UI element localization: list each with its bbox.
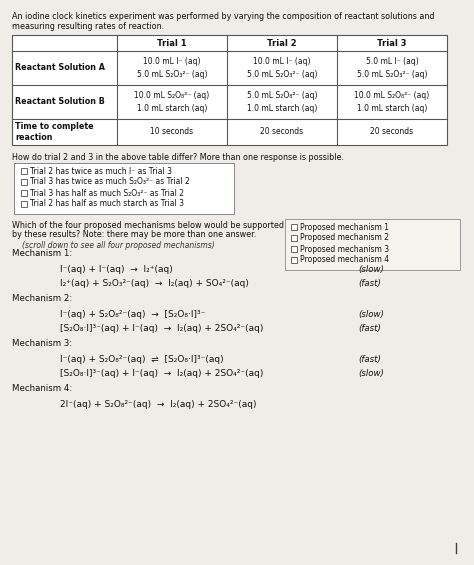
- Bar: [14, 163, 234, 214]
- Text: Mechanism 4:: Mechanism 4:: [12, 384, 72, 393]
- Text: (slow): (slow): [358, 310, 384, 319]
- Bar: [21, 168, 27, 174]
- Text: (fast): (fast): [358, 279, 381, 288]
- Bar: [291, 224, 297, 230]
- Text: 10.0 mL S₂O₈²⁻ (aq)
1.0 mL starch (aq): 10.0 mL S₂O₈²⁻ (aq) 1.0 mL starch (aq): [134, 92, 210, 112]
- Text: 2I⁻(aq) + S₂O₈²⁻(aq)  →  I₂(aq) + 2SO₄²⁻(aq): 2I⁻(aq) + S₂O₈²⁻(aq) → I₂(aq) + 2SO₄²⁻(a…: [60, 400, 256, 409]
- Text: Proposed mechanism 1: Proposed mechanism 1: [300, 223, 389, 232]
- Text: Reactant Solution B: Reactant Solution B: [15, 98, 105, 106]
- Bar: [21, 190, 27, 196]
- Text: Trial 2: Trial 2: [267, 38, 297, 47]
- Text: Proposed mechanism 2: Proposed mechanism 2: [300, 233, 389, 242]
- Text: Mechanism 3:: Mechanism 3:: [12, 339, 72, 348]
- Text: 20 seconds: 20 seconds: [260, 128, 303, 137]
- Bar: [12, 35, 447, 145]
- Bar: [21, 201, 27, 207]
- Text: An iodine clock kinetics experiment was performed by varying the composition of : An iodine clock kinetics experiment was …: [12, 12, 435, 21]
- Text: Which of the four proposed mechanisms below would be supported: Which of the four proposed mechanisms be…: [12, 221, 284, 230]
- Text: I⁻(aq) + I⁻(aq)  →  I₂⁺(aq): I⁻(aq) + I⁻(aq) → I₂⁺(aq): [60, 265, 173, 274]
- Text: measuring resulting rates of reaction.: measuring resulting rates of reaction.: [12, 22, 164, 31]
- Text: 10.0 mL S₂O₈²⁻ (aq)
1.0 mL starch (aq): 10.0 mL S₂O₈²⁻ (aq) 1.0 mL starch (aq): [355, 92, 429, 112]
- Text: I⁻(aq) + S₂O₈²⁻(aq)  →  [S₂O₈·I]³⁻: I⁻(aq) + S₂O₈²⁻(aq) → [S₂O₈·I]³⁻: [60, 310, 205, 319]
- Bar: [291, 246, 297, 252]
- Bar: [291, 235, 297, 241]
- Bar: [291, 257, 297, 263]
- Text: Trial 3 has half as much S₂O₃²⁻ as Trial 2: Trial 3 has half as much S₂O₃²⁻ as Trial…: [30, 189, 184, 198]
- Text: (slow): (slow): [358, 369, 384, 378]
- Text: Trial 3 has twice as much S₂O₃²⁻ as Trial 2: Trial 3 has twice as much S₂O₃²⁻ as Tria…: [30, 177, 190, 186]
- Text: 5.0 mL I⁻ (aq)
5.0 mL S₂O₃²⁻ (aq): 5.0 mL I⁻ (aq) 5.0 mL S₂O₃²⁻ (aq): [357, 58, 427, 79]
- Text: 10.0 mL I⁻ (aq)
5.0 mL S₂O₃²⁻ (aq): 10.0 mL I⁻ (aq) 5.0 mL S₂O₃²⁻ (aq): [137, 58, 207, 79]
- Text: (slow): (slow): [358, 265, 384, 274]
- Text: (scroll down to see all four proposed mechanisms): (scroll down to see all four proposed me…: [22, 241, 215, 250]
- Text: (fast): (fast): [358, 355, 381, 364]
- Bar: [21, 179, 27, 185]
- Text: I⁻(aq) + S₂O₈²⁻(aq)  ⇌  [S₂O₈·I]³⁻(aq): I⁻(aq) + S₂O₈²⁻(aq) ⇌ [S₂O₈·I]³⁻(aq): [60, 355, 224, 364]
- Text: Trial 2 has twice as much I⁻ as Trial 3: Trial 2 has twice as much I⁻ as Trial 3: [30, 167, 172, 176]
- Text: I₂⁺(aq) + S₂O₃²⁻(aq)  →  I₂(aq) + SO₄²⁻(aq): I₂⁺(aq) + S₂O₃²⁻(aq) → I₂(aq) + SO₄²⁻(aq…: [60, 279, 249, 288]
- Text: [S₂O₈·I]³⁻(aq) + I⁻(aq)  →  I₂(aq) + 2SO₄²⁻(aq): [S₂O₈·I]³⁻(aq) + I⁻(aq) → I₂(aq) + 2SO₄²…: [60, 324, 264, 333]
- Text: 10 seconds: 10 seconds: [150, 128, 193, 137]
- Text: 20 seconds: 20 seconds: [371, 128, 413, 137]
- Text: Trial 1: Trial 1: [157, 38, 187, 47]
- Text: Reactant Solution A: Reactant Solution A: [15, 63, 105, 72]
- Text: Trial 3: Trial 3: [377, 38, 407, 47]
- Text: Trial 2 has half as much starch as Trial 3: Trial 2 has half as much starch as Trial…: [30, 199, 184, 208]
- Text: [S₂O₈·I]³⁻(aq) + I⁻(aq)  →  I₂(aq) + 2SO₄²⁻(aq): [S₂O₈·I]³⁻(aq) + I⁻(aq) → I₂(aq) + 2SO₄²…: [60, 369, 264, 378]
- Text: by these results? Note: there may be more than one answer.: by these results? Note: there may be mor…: [12, 230, 256, 239]
- Text: 10.0 mL I⁻ (aq)
5.0 mL S₂O₃²⁻ (aq): 10.0 mL I⁻ (aq) 5.0 mL S₂O₃²⁻ (aq): [247, 58, 317, 79]
- Text: Time to complete
reaction: Time to complete reaction: [15, 121, 94, 142]
- Bar: [285, 219, 460, 270]
- Text: 5.0 mL S₂O₈²⁻ (aq)
1.0 mL starch (aq): 5.0 mL S₂O₈²⁻ (aq) 1.0 mL starch (aq): [247, 92, 317, 112]
- Text: Mechanism 2:: Mechanism 2:: [12, 294, 72, 303]
- Text: Mechanism 1:: Mechanism 1:: [12, 249, 72, 258]
- Text: How do trial 2 and 3 in the above table differ? More than one response is possib: How do trial 2 and 3 in the above table …: [12, 153, 344, 162]
- Text: Proposed mechanism 4: Proposed mechanism 4: [300, 255, 389, 264]
- Text: Proposed mechanism 3: Proposed mechanism 3: [300, 245, 389, 254]
- Text: (fast): (fast): [358, 324, 381, 333]
